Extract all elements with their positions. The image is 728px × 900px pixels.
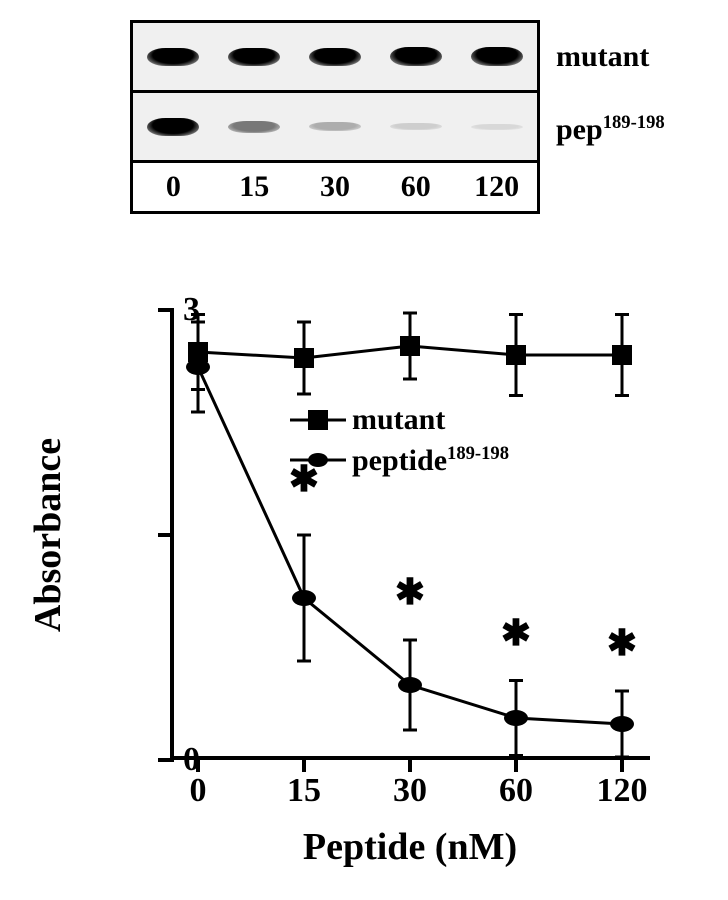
blot-col-label: 120 xyxy=(465,170,529,204)
legend-item-peptide: peptide189-198 xyxy=(290,440,509,480)
legend-item-mutant: mutant xyxy=(290,400,509,440)
blot-row-label-mutant: mutant xyxy=(556,40,649,74)
y-tick-label: 3 xyxy=(183,291,200,329)
x-tick-label: 30 xyxy=(393,772,427,810)
significance-asterisk: ✱ xyxy=(395,571,425,613)
x-tick xyxy=(620,756,624,772)
significance-asterisk: ✱ xyxy=(501,612,531,654)
blot-row-mutant xyxy=(133,23,537,93)
y-tick xyxy=(158,533,174,537)
blot-band xyxy=(303,92,367,162)
plot-area: ✱✱✱✱ xyxy=(170,310,650,760)
blot-band xyxy=(141,92,205,162)
y-tick xyxy=(158,308,174,312)
blot-row-label-pep: pep189-198 xyxy=(556,112,665,147)
blot-col-label: 15 xyxy=(222,170,286,204)
blot-column-labels: 0 15 30 60 120 xyxy=(133,163,537,211)
blot-band xyxy=(384,22,448,92)
x-tick-label: 0 xyxy=(190,772,207,810)
blot-band xyxy=(465,92,529,162)
x-tick xyxy=(408,756,412,772)
x-tick-label: 15 xyxy=(287,772,321,810)
legend-marker-ellipse xyxy=(290,447,346,473)
figure-root: 0153060120 mutant pep189-198 ✱✱✱✱ Absorb… xyxy=(0,0,728,900)
x-tick-label: 120 xyxy=(597,772,648,810)
legend-label-peptide: peptide189-198 xyxy=(352,443,509,478)
blot-col-label: 0 xyxy=(141,170,205,204)
absorbance-chart: ✱✱✱✱ Absorbance Peptide (nM) mutant pept… xyxy=(60,280,700,880)
y-tick xyxy=(158,758,174,762)
x-tick xyxy=(514,756,518,772)
blot-band xyxy=(222,92,286,162)
significance-asterisk: ✱ xyxy=(607,622,637,664)
legend-marker-square xyxy=(290,407,346,433)
x-axis-title: Peptide (nM) xyxy=(303,825,517,869)
chart-legend: mutant peptide189-198 xyxy=(290,400,509,480)
blot-row-pep xyxy=(133,93,537,163)
blot-band xyxy=(303,22,367,92)
legend-label-mutant: mutant xyxy=(352,403,445,437)
blot-band xyxy=(384,92,448,162)
y-axis-title: Absorbance xyxy=(26,438,70,632)
blot-col-label: 60 xyxy=(384,170,448,204)
blot-band xyxy=(141,22,205,92)
x-tick-label: 60 xyxy=(499,772,533,810)
blot-col-label: 30 xyxy=(303,170,367,204)
blot-band xyxy=(465,22,529,92)
western-blot-panel: 0 15 30 60 120 xyxy=(130,20,540,214)
plot-svg xyxy=(170,310,650,760)
blot-band xyxy=(222,22,286,92)
x-tick xyxy=(302,756,306,772)
